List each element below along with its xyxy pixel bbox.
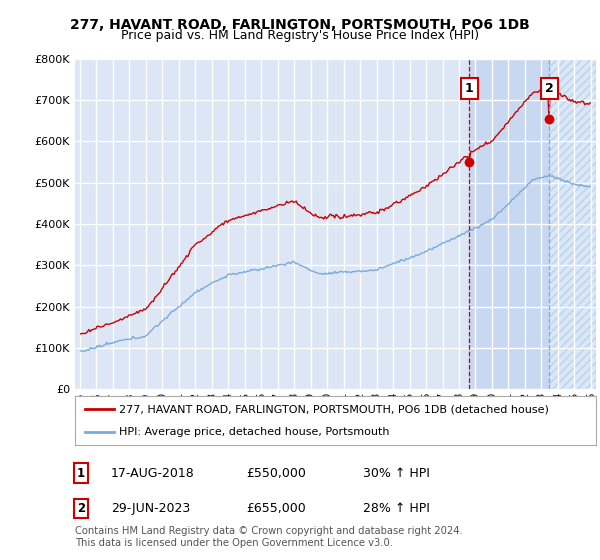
Text: 1: 1 [77, 466, 85, 480]
Text: 277, HAVANT ROAD, FARLINGTON, PORTSMOUTH, PO6 1DB (detached house): 277, HAVANT ROAD, FARLINGTON, PORTSMOUTH… [119, 404, 549, 414]
Bar [550, 59, 596, 389]
Text: HPI: Average price, detached house, Portsmouth: HPI: Average price, detached house, Port… [119, 427, 390, 437]
Text: Price paid vs. HM Land Registry's House Price Index (HPI): Price paid vs. HM Land Registry's House … [121, 29, 479, 42]
Text: 28% ↑ HPI: 28% ↑ HPI [363, 502, 430, 515]
Text: £655,000: £655,000 [246, 502, 306, 515]
Text: 277, HAVANT ROAD, FARLINGTON, PORTSMOUTH, PO6 1DB: 277, HAVANT ROAD, FARLINGTON, PORTSMOUTH… [70, 18, 530, 32]
Text: 1: 1 [465, 82, 473, 95]
Text: 17-AUG-2018: 17-AUG-2018 [111, 466, 195, 480]
Text: £550,000: £550,000 [246, 466, 306, 480]
Text: Contains HM Land Registry data © Crown copyright and database right 2024.
This d: Contains HM Land Registry data © Crown c… [75, 526, 463, 548]
Text: 29-JUN-2023: 29-JUN-2023 [111, 502, 190, 515]
Text: 30% ↑ HPI: 30% ↑ HPI [363, 466, 430, 480]
Text: 2: 2 [545, 82, 554, 95]
Text: 2: 2 [77, 502, 85, 515]
Bar [469, 59, 550, 389]
